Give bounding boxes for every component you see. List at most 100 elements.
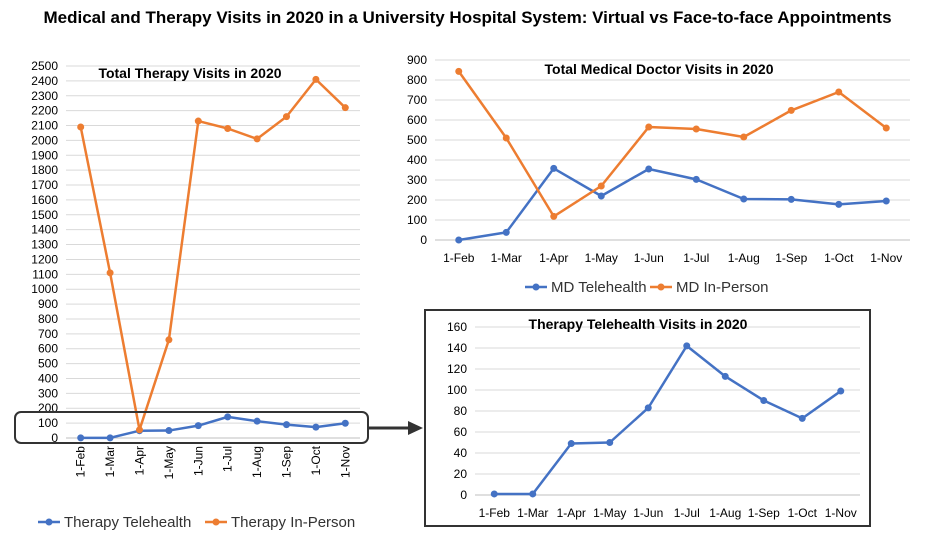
x-tick-label: 1-May: [585, 251, 618, 265]
x-tick-label: 1-Jul: [221, 446, 235, 472]
data-point: [683, 342, 691, 350]
series-line: [494, 344, 842, 496]
legend-marker: [657, 283, 665, 291]
y-tick-label: 1400: [31, 223, 58, 237]
data-point: [597, 192, 605, 200]
legend-marker: [45, 518, 53, 526]
data-point: [77, 123, 85, 131]
callout-arrow-head: [408, 421, 423, 435]
y-tick-label: 700: [407, 93, 427, 107]
y-tick-label: 2000: [31, 133, 58, 147]
y-tick-label: 100: [38, 416, 58, 430]
x-tick-label: 1-Jun: [191, 446, 205, 476]
y-tick-label: 200: [407, 193, 427, 207]
x-tick-label: 1-Jul: [674, 506, 700, 520]
therapy-total-chart: 0100200300400500600700800900100011001200…: [31, 59, 360, 531]
y-tick-label: 0: [460, 488, 467, 502]
legend-label: MD In-Person: [676, 279, 769, 296]
x-tick-label: 1-Nov: [825, 506, 857, 520]
y-tick-label: 2100: [31, 119, 58, 133]
data-point: [721, 372, 729, 380]
x-tick-label: 1-Nov: [338, 446, 352, 478]
data-point: [194, 117, 202, 125]
legend-marker: [532, 283, 540, 291]
x-tick-label: 1-Mar: [491, 251, 522, 265]
y-tick-label: 400: [407, 153, 427, 167]
x-tick-label: 1-Sep: [775, 251, 807, 265]
x-tick-label: 1-Aug: [250, 446, 264, 478]
x-tick-label: 1-Sep: [280, 446, 294, 478]
data-point: [692, 125, 700, 133]
y-tick-label: 140: [447, 341, 467, 355]
x-tick-label: 1-Mar: [517, 506, 548, 520]
y-tick-label: 100: [407, 213, 427, 227]
therapy-telehealth-chart: 0 20 40 60 80 100 120 140 160 1-Feb 1-Mar 1-Apr 1-Ma…: [447, 316, 860, 520]
y-tick-label: 900: [407, 53, 427, 67]
y-tick-label: 800: [407, 73, 427, 87]
data-point: [224, 124, 232, 132]
data-point: [760, 397, 768, 404]
x-tick-label: 1-Aug: [728, 251, 760, 265]
data-point: [835, 88, 843, 96]
x-tick-label: 1-Feb: [74, 446, 88, 478]
x-tick-label: 1-Apr: [557, 506, 586, 520]
data-point: [567, 440, 575, 448]
data-point: [194, 422, 202, 430]
y-tick-label: 1800: [31, 163, 58, 177]
data-point: [165, 336, 173, 344]
data-point: [106, 434, 114, 442]
data-point: [341, 104, 349, 112]
y-tick-label: 300: [38, 386, 58, 400]
data-point: [253, 417, 261, 425]
x-tick-label: 1-Jul: [683, 251, 709, 265]
y-tick-label: 1600: [31, 193, 58, 207]
y-tick-label: 2500: [31, 59, 58, 73]
y-tick-label: 400: [38, 371, 58, 385]
y-tick-label: 700: [38, 327, 58, 341]
legend-label: Therapy In-Person: [231, 514, 355, 531]
data-point: [645, 165, 653, 173]
y-tick-label: 600: [407, 113, 427, 127]
y-tick-label: 40: [454, 446, 468, 460]
y-tick-label: 20: [454, 467, 468, 481]
data-point: [283, 421, 290, 429]
series-line: [80, 415, 346, 440]
y-tick-label: 600: [38, 342, 58, 356]
y-tick-label: 900: [38, 297, 58, 311]
y-tick-label: 80: [454, 404, 468, 418]
x-tick-label: 1-Jun: [634, 251, 664, 265]
data-point: [787, 106, 795, 114]
data-point: [455, 236, 463, 244]
series-line: [79, 78, 347, 432]
legend-label: Therapy Telehealth: [64, 514, 191, 531]
y-tick-label: 1200: [31, 252, 58, 266]
x-tick-label: 1-Apr: [133, 446, 147, 475]
y-tick-label: 0: [51, 431, 58, 445]
y-tick-label: 1900: [31, 148, 58, 162]
data-point: [529, 490, 537, 498]
data-point: [502, 228, 510, 236]
data-point: [740, 195, 748, 203]
y-tick-label: 120: [447, 362, 467, 376]
data-point: [787, 195, 795, 203]
data-point: [312, 423, 320, 431]
y-tick-label: 1300: [31, 238, 58, 252]
data-point: [77, 434, 85, 442]
data-point: [224, 413, 232, 421]
y-tick-label: 1100: [32, 267, 58, 281]
x-tick-label: 1-Oct: [309, 445, 323, 475]
y-tick-label: 1000: [31, 282, 58, 296]
x-tick-label: 1-Apr: [539, 251, 568, 265]
x-tick-label: 1-May: [593, 506, 626, 520]
data-point: [798, 414, 806, 422]
legend-label: MD Telehealth: [551, 279, 647, 296]
x-tick-label: 1-Sep: [748, 506, 780, 520]
data-point: [740, 133, 748, 141]
data-point: [106, 269, 114, 277]
y-tick-label: 800: [38, 312, 58, 326]
data-point: [502, 134, 510, 142]
data-point: [645, 123, 653, 131]
y-tick-label: 500: [407, 133, 427, 147]
y-tick-label: 100: [447, 383, 467, 397]
y-tick-label: 500: [38, 357, 58, 371]
